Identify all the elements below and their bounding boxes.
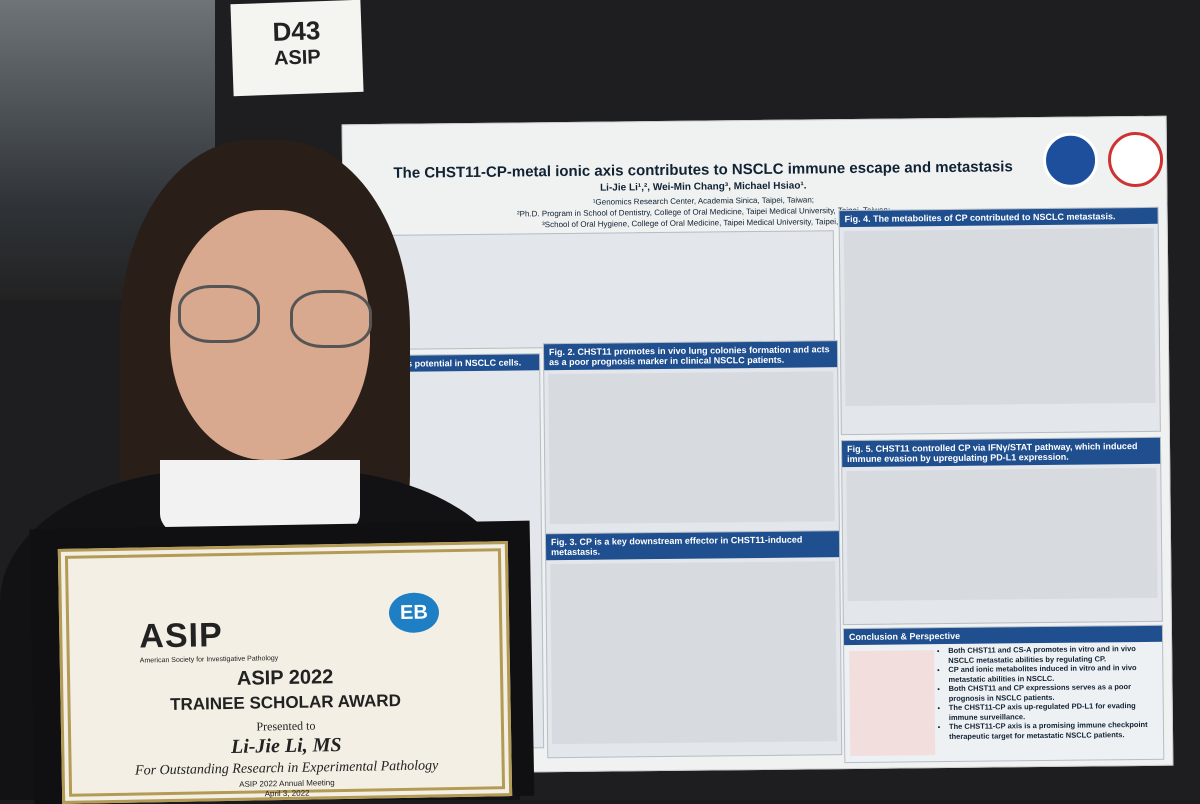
section-heading: Conclusion & Perspective [843, 625, 1163, 646]
glasses [290, 290, 372, 348]
conclusion-point: CP and ionic metabolites induced in vitr… [948, 663, 1161, 684]
fig3-panel: Fig. 3. CP is a key downstream effector … [544, 530, 843, 759]
cert-logo-subtitle: American Society for Investigative Patho… [139, 655, 279, 665]
section-heading: Fig. 3. CP is a key downstream effector … [545, 531, 840, 561]
section-heading: Fig. 5. CHST11 controlled CP via IFNγ/ST… [841, 437, 1161, 468]
conclusion-list: Both CHST11 and CS-A promotes in vitro a… [936, 644, 1162, 741]
cert-logo: ASIP [139, 616, 224, 656]
section-heading: Fig. 2. CHST11 promotes in vivo lung col… [543, 341, 838, 371]
cert-title: ASIP 2022 [236, 666, 334, 690]
fig4-panel: Fig. 4. The metabolites of CP contribute… [838, 206, 1161, 436]
conclusion-point: Both CHST11 and CP expressions serves as… [949, 682, 1162, 703]
eb-badge: EB [388, 592, 440, 634]
diagram [849, 650, 936, 757]
conclusion-point: Both CHST11 and CS-A promotes in vitro a… [948, 644, 1161, 665]
booth-code: D43 [272, 15, 321, 47]
abstract [383, 230, 835, 350]
glasses [178, 285, 260, 343]
figure [550, 561, 838, 745]
logo [1107, 131, 1164, 188]
booth-sign: D43 ASIP [230, 0, 364, 97]
fig2-panel: Fig. 2. CHST11 promotes in vivo lung col… [542, 340, 841, 544]
cert-award: TRAINEE SCHOLAR AWARD [169, 690, 402, 715]
fig5-panel: Fig. 5. CHST11 controlled CP via IFNγ/ST… [840, 436, 1163, 626]
certificate: ASIP American Society for Investigative … [57, 541, 513, 804]
figure [843, 227, 1156, 407]
conclusion-panel: Conclusion & Perspective Both CHST11 and… [842, 624, 1165, 764]
logo [1042, 132, 1099, 188]
conclusion-point: The CHST11-CP axis up-regulated PD-L1 fo… [949, 701, 1162, 722]
section-heading: Fig. 4. The metabolites of CP contribute… [839, 207, 1158, 228]
figure [846, 467, 1158, 602]
conclusion-point: The CHST11-CP axis is a promising immune… [949, 720, 1162, 741]
figure [548, 371, 835, 525]
booth-org: ASIP [273, 46, 322, 70]
